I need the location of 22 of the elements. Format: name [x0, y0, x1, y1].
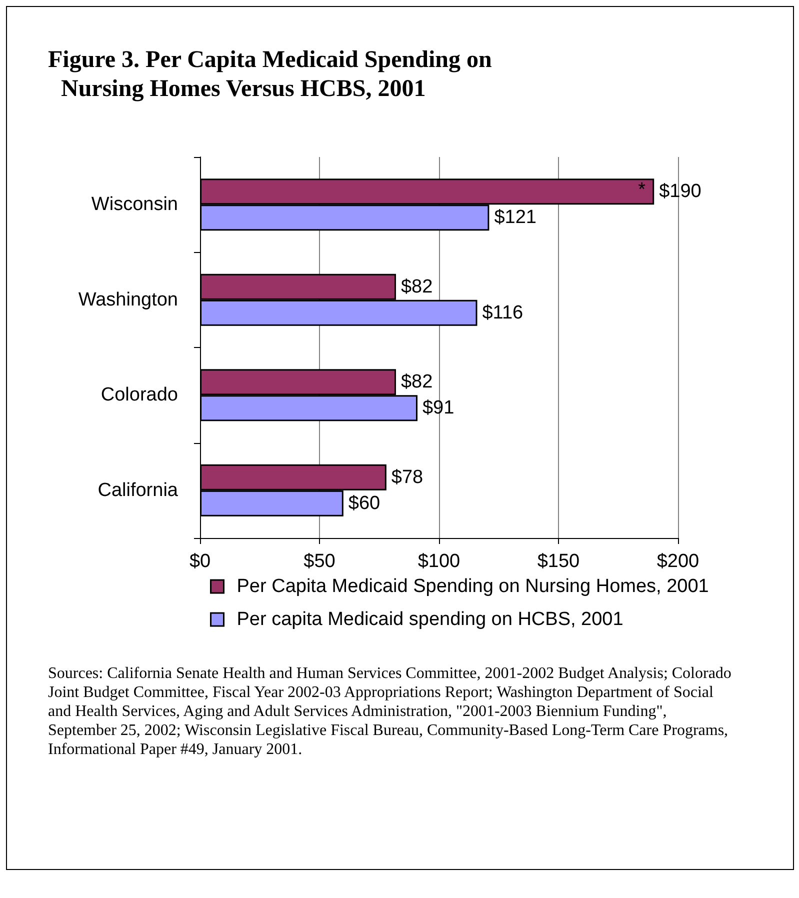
data-label: $60 [348, 492, 380, 514]
data-label: $82 [400, 372, 433, 393]
x-tick-label: $150 [537, 551, 580, 572]
x-tick-label: $0 [189, 551, 211, 572]
data-label: $116 [482, 302, 524, 324]
y-tick-label: Washington [78, 289, 178, 310]
y-tick-label: Wisconsin [91, 194, 178, 216]
data-label: $121 [494, 207, 536, 228]
x-tick-label: $50 [304, 551, 336, 572]
x-tick-label: $100 [418, 551, 460, 572]
data-label: $82 [400, 276, 433, 298]
legend-label: Per Capita Medicaid Spending on Nursing Homes, 2001 [236, 576, 709, 597]
x-tick-label: $200 [656, 551, 700, 572]
data-label: $190 [659, 181, 702, 202]
annotation: * [638, 180, 646, 201]
data-label: $78 [391, 466, 424, 488]
source-note: Sources: California Senate Health and Human Services Committee, 2001-2002 Budget Analysis; Colorado Joint Budget Committee, Fiscal Year 2002-03 Appropriations Report; Washington Department of Social and Health Services, Aging and Adult Services Administration, "2001-2003 Biennium Funding", September 25, 2002; Wisconsin Legislative Fiscal Bureau, Community-Based Long-Term Care Programs, Informational Paper #49, January 2001. [48, 664, 732, 759]
legend-label: Per capita Medicaid spending on HCBS, 2001 [236, 609, 624, 630]
data-label: $91 [422, 398, 454, 419]
y-tick-label: Colorado [100, 384, 178, 406]
chart-title: Figure 3. Per Capita Medicaid Spending on Nursing Homes Versus HCBS, 2001 [48, 46, 493, 104]
y-tick-label: California [98, 480, 178, 501]
